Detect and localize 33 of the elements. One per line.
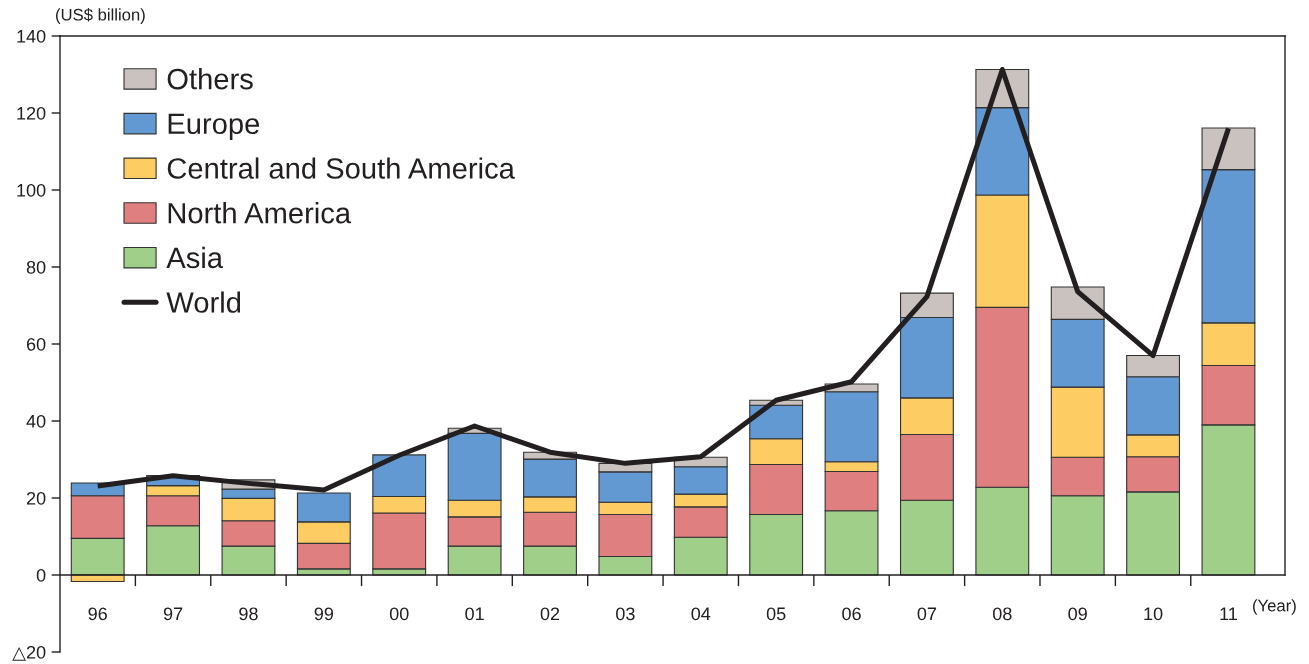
legend-label: Asia: [166, 246, 224, 269]
x-tick-label: 02: [540, 607, 560, 621]
x-tick-label: 05: [766, 607, 786, 621]
x-tick-label: 99: [314, 607, 334, 621]
x-tick-label: 09: [1068, 607, 1087, 621]
x-tick-label: 10: [1144, 607, 1163, 621]
legend-label: Others: [167, 68, 253, 90]
x-tick-label: 98: [239, 607, 258, 621]
x-tick-label: 03: [616, 607, 635, 621]
y-tick-label: 0: [36, 568, 46, 582]
y-tick-label: 120: [17, 106, 46, 120]
x-tick-label: 04: [691, 607, 711, 621]
x-axis-title: (Year): [1253, 599, 1296, 615]
x-tick-label: 01: [465, 607, 484, 621]
x-tick-label: 97: [163, 607, 183, 621]
y-tick-label: △20: [12, 645, 46, 661]
legend-label: North America: [168, 202, 352, 224]
y-tick-label: 80: [26, 260, 46, 274]
x-tick-label: 07: [917, 607, 937, 621]
legend-label: Central and South America: [167, 157, 515, 179]
y-tick-label: 20: [26, 491, 46, 505]
x-tick-label: 11: [1220, 607, 1237, 621]
x-tick-label: 00: [389, 607, 409, 621]
y-tick-label: 60: [26, 337, 46, 351]
y-tick-label: 40: [26, 414, 46, 428]
x-tick-label: 06: [842, 607, 861, 621]
y-tick-label: 140: [17, 29, 46, 43]
y-axis-title: (US$ billion): [56, 8, 145, 24]
x-tick-label: 08: [992, 607, 1012, 621]
legend-label: World: [166, 291, 241, 313]
x-tick-label: 96: [88, 607, 107, 621]
y-tick-label: 100: [17, 183, 46, 197]
legend-label: Europe: [168, 113, 260, 140]
